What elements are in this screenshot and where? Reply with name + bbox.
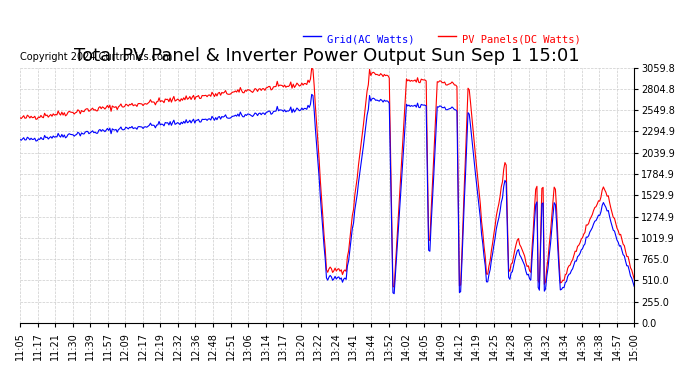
Text: Copyright 2024 Curtronics.com: Copyright 2024 Curtronics.com <box>20 52 172 62</box>
Text: Grid(AC Watts): Grid(AC Watts) <box>327 34 415 44</box>
Text: PV Panels(DC Watts): PV Panels(DC Watts) <box>462 34 581 44</box>
Point <box>17 321 25 325</box>
Point <box>17 321 25 325</box>
Point <box>17 321 25 325</box>
Point <box>17 321 25 325</box>
Title: Total PV Panel & Inverter Power Output Sun Sep 1 15:01: Total PV Panel & Inverter Power Output S… <box>75 46 580 64</box>
